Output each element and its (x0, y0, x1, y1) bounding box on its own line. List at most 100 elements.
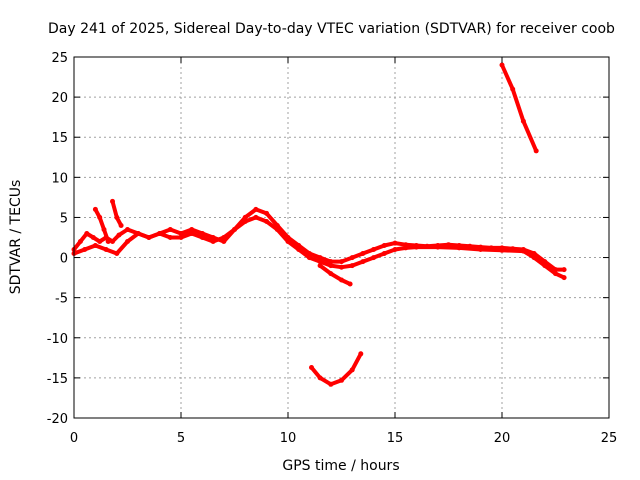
data-point (349, 367, 355, 373)
plot-frame (73, 56, 610, 419)
data-point (435, 244, 441, 250)
data-point (82, 247, 88, 252)
data-point (253, 214, 259, 220)
data-point (499, 62, 505, 68)
series-layer (71, 62, 567, 387)
data-point (264, 219, 270, 224)
data-point (105, 239, 111, 244)
series-line-high-segment (500, 63, 539, 153)
y-tick-label: -15 (47, 372, 68, 387)
x-tick-label: 10 (280, 431, 297, 446)
data-point (210, 239, 216, 244)
data-point (92, 206, 98, 212)
x-axis-label: GPS time / hours (282, 458, 399, 474)
data-point (520, 118, 526, 124)
data-point (328, 259, 334, 265)
data-point (339, 259, 344, 265)
data-point (90, 235, 96, 240)
data-point (553, 271, 558, 277)
y-tick-label: -5 (55, 292, 68, 307)
data-point (317, 375, 323, 381)
data-point (533, 148, 539, 154)
data-point (92, 243, 98, 248)
y-tick-label: -10 (47, 332, 68, 347)
axes: 0 5 10 15 20 25 -20 -15 -10 -5 0 5 10 15 20 25 (47, 51, 618, 446)
data-point (135, 231, 141, 236)
data-point (381, 243, 387, 248)
data-point (358, 351, 364, 357)
data-point (199, 231, 205, 236)
data-point (210, 235, 216, 240)
y-tick-label: 0 (60, 252, 68, 267)
data-point (199, 235, 205, 240)
data-point (309, 365, 314, 370)
series-line-branch-after-10h (318, 263, 353, 286)
data-point (371, 247, 377, 252)
data-point (510, 86, 516, 92)
data-point (232, 227, 237, 232)
data-point (178, 235, 184, 240)
data-point (125, 239, 130, 244)
data-point (339, 377, 344, 383)
data-point (317, 259, 323, 265)
data-point (242, 219, 248, 224)
series-line-early-branch-b (110, 199, 124, 228)
data-point (274, 227, 280, 232)
data-point (381, 251, 387, 256)
data-point (114, 251, 120, 256)
data-point (157, 231, 163, 236)
data-point (242, 214, 248, 220)
data-point (97, 214, 103, 220)
data-point (178, 231, 184, 236)
data-point (328, 381, 334, 387)
data-point (125, 227, 130, 232)
grid (74, 57, 609, 418)
data-point (339, 277, 344, 283)
data-point (285, 239, 291, 244)
data-point (520, 248, 526, 254)
data-point (403, 245, 409, 251)
y-tick-label: 15 (51, 131, 68, 146)
data-point (328, 271, 334, 277)
data-point (146, 235, 152, 240)
data-point (306, 255, 312, 261)
x-tick-label: 15 (387, 431, 404, 446)
data-point (167, 227, 173, 232)
data-point (103, 247, 109, 252)
x-tick-label: 20 (494, 431, 511, 446)
data-point (328, 263, 334, 269)
data-point (347, 281, 353, 287)
y-tick-label: 25 (51, 51, 68, 66)
data-point (339, 264, 344, 270)
data-point (114, 214, 120, 220)
data-point (349, 255, 355, 261)
data-point (317, 263, 323, 269)
x-tick-label: 5 (177, 431, 185, 446)
data-point (561, 267, 567, 273)
data-point (360, 259, 366, 265)
y-axis-label: SDTVAR / TECUs (8, 180, 24, 295)
series-line-early-branch-a (93, 207, 111, 244)
data-point (116, 232, 122, 238)
data-point (317, 255, 323, 261)
data-point (110, 239, 115, 244)
data-point (167, 235, 173, 240)
data-point (499, 247, 505, 253)
data-point (77, 239, 83, 244)
data-point (296, 247, 302, 252)
data-point (392, 247, 398, 252)
data-point (413, 244, 419, 250)
data-point (456, 245, 462, 251)
data-point (84, 231, 90, 236)
y-tick-label: 10 (51, 171, 68, 186)
data-point (189, 231, 195, 236)
y-tick-label: -20 (47, 412, 68, 427)
x-tick-label: 25 (601, 431, 618, 446)
data-point (531, 255, 537, 261)
data-point (392, 240, 398, 246)
y-tick-label: 5 (60, 211, 68, 226)
data-point (97, 239, 103, 244)
data-point (253, 206, 259, 212)
y-tick-label: 20 (51, 91, 68, 106)
